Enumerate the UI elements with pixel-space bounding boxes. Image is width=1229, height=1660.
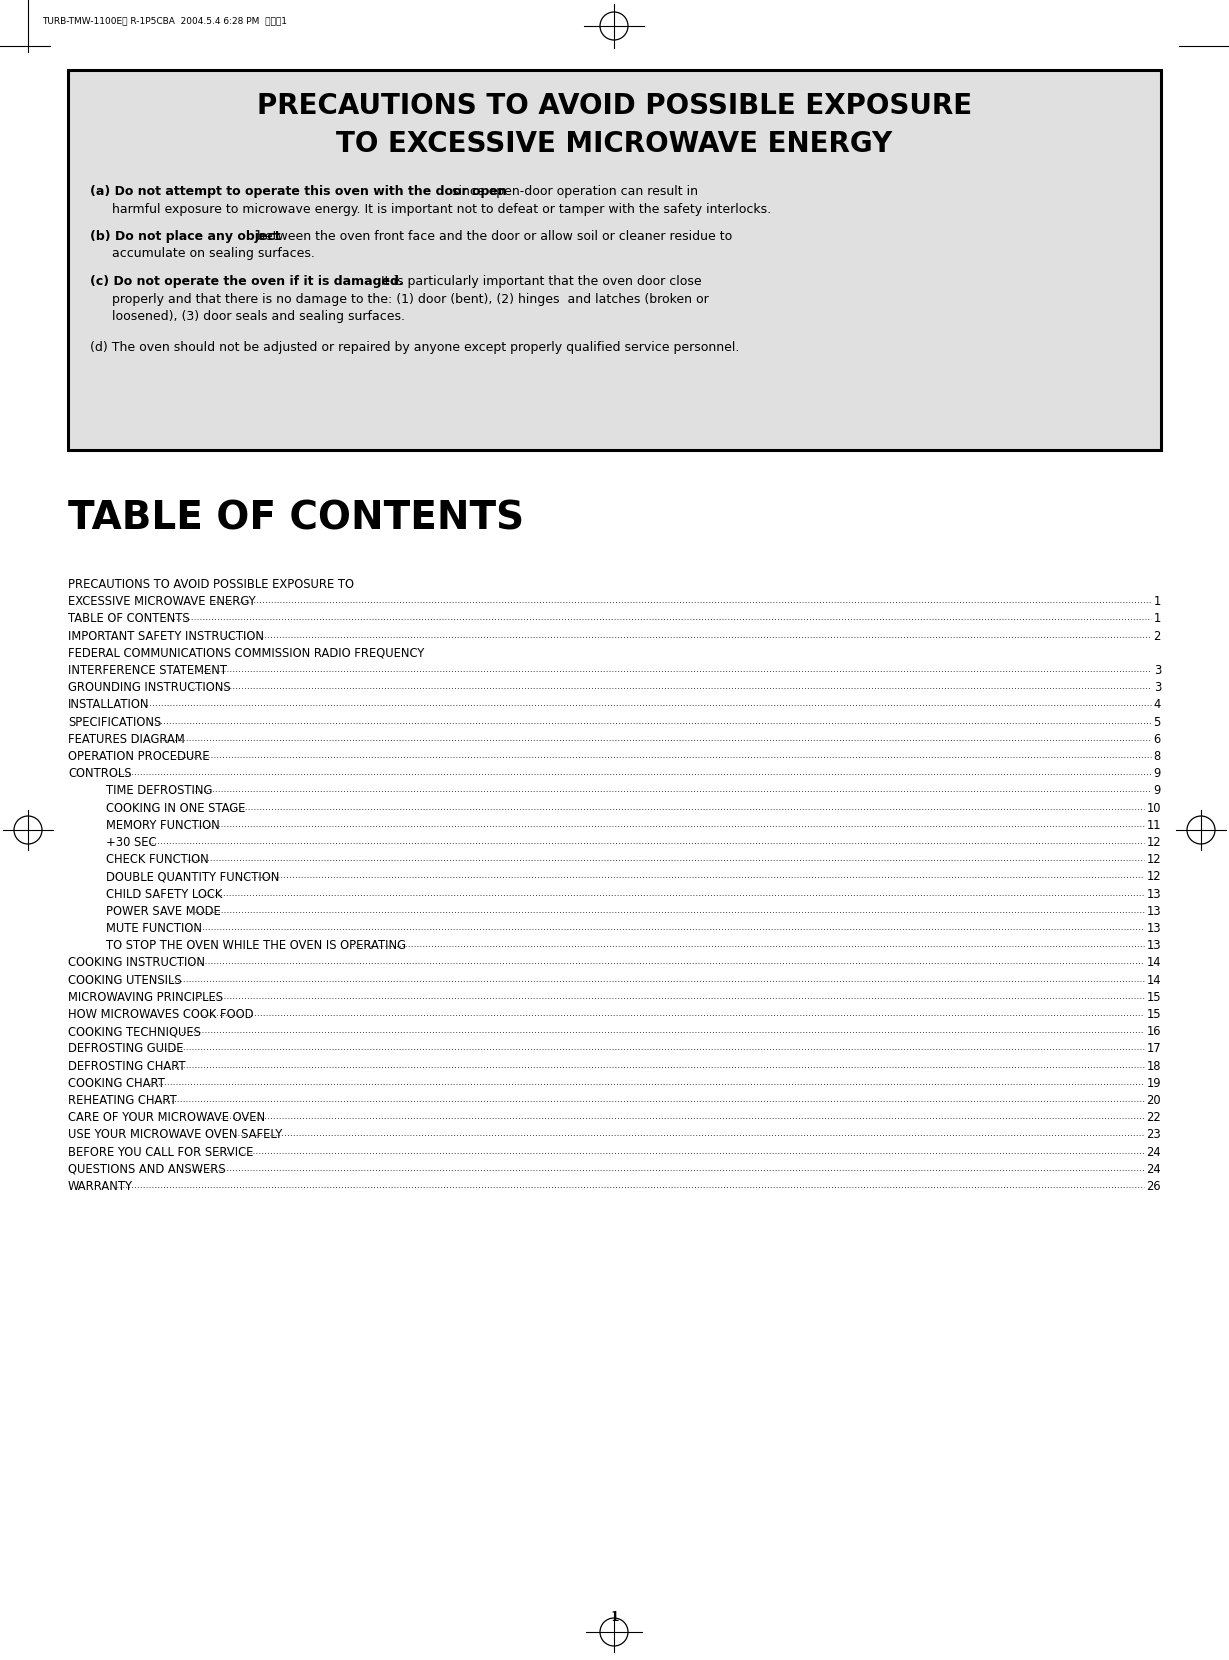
Text: It is particularly important that the oven door close: It is particularly important that the ov…: [372, 276, 702, 287]
Text: PRECAUTIONS TO AVOID POSSIBLE EXPOSURE TO: PRECAUTIONS TO AVOID POSSIBLE EXPOSURE T…: [68, 578, 354, 591]
Text: 22: 22: [1147, 1111, 1161, 1124]
Text: accumulate on sealing surfaces.: accumulate on sealing surfaces.: [112, 247, 315, 261]
Text: 12: 12: [1147, 853, 1161, 867]
Text: properly and that there is no damage to the: (1) door (bent), (2) hinges  and la: properly and that there is no damage to …: [112, 292, 709, 305]
Text: COOKING IN ONE STAGE: COOKING IN ONE STAGE: [106, 802, 246, 815]
Text: 13: 13: [1147, 888, 1161, 901]
Text: GROUNDING INSTRUCTIONS: GROUNDING INSTRUCTIONS: [68, 681, 231, 694]
Text: 23: 23: [1147, 1129, 1161, 1142]
Text: TIME DEFROSTING: TIME DEFROSTING: [106, 785, 213, 797]
Text: POWER SAVE MODE: POWER SAVE MODE: [106, 905, 221, 918]
Text: 24: 24: [1147, 1145, 1161, 1159]
Text: 20: 20: [1147, 1094, 1161, 1107]
Text: CONTROLS: CONTROLS: [68, 767, 132, 780]
Text: TABLE OF CONTENTS: TABLE OF CONTENTS: [68, 500, 524, 538]
Text: USE YOUR MICROWAVE OVEN SAFELY: USE YOUR MICROWAVE OVEN SAFELY: [68, 1129, 283, 1142]
Text: 3: 3: [1154, 664, 1161, 677]
Text: 13: 13: [1147, 921, 1161, 935]
Text: 8: 8: [1154, 750, 1161, 764]
Text: IMPORTANT SAFETY INSTRUCTION: IMPORTANT SAFETY INSTRUCTION: [68, 629, 264, 642]
Text: CHILD SAFETY LOCK: CHILD SAFETY LOCK: [106, 888, 222, 901]
Text: INSTALLATION: INSTALLATION: [68, 699, 150, 712]
Text: BEFORE YOU CALL FOR SERVICE: BEFORE YOU CALL FOR SERVICE: [68, 1145, 253, 1159]
Text: 12: 12: [1147, 870, 1161, 883]
Text: 6: 6: [1154, 732, 1161, 745]
Text: between the oven front face and the door or allow soil or cleaner residue to: between the oven front face and the door…: [253, 231, 732, 242]
Text: COOKING CHART: COOKING CHART: [68, 1077, 165, 1091]
Text: 10: 10: [1147, 802, 1161, 815]
Text: (b) Do not place any object: (b) Do not place any object: [90, 231, 280, 242]
Text: since open-door operation can result in: since open-door operation can result in: [449, 184, 698, 198]
Text: EXCESSIVE MICROWAVE ENERGY: EXCESSIVE MICROWAVE ENERGY: [68, 596, 256, 608]
Text: 1: 1: [610, 1610, 619, 1623]
Text: 15: 15: [1147, 991, 1161, 1004]
Text: TO STOP THE OVEN WHILE THE OVEN IS OPERATING: TO STOP THE OVEN WHILE THE OVEN IS OPERA…: [106, 940, 406, 953]
Text: 18: 18: [1147, 1059, 1161, 1072]
Text: TABLE OF CONTENTS: TABLE OF CONTENTS: [68, 613, 189, 626]
Text: 13: 13: [1147, 940, 1161, 953]
FancyBboxPatch shape: [68, 70, 1161, 450]
Text: TURB-TMW-1100E응 R-1P5CBA  2004.5.4 6:28 PM  페이지1: TURB-TMW-1100E응 R-1P5CBA 2004.5.4 6:28 P…: [42, 17, 288, 25]
Text: 4: 4: [1154, 699, 1161, 712]
Text: 15: 15: [1147, 1008, 1161, 1021]
Text: 1: 1: [1154, 596, 1161, 608]
Text: loosened), (3) door seals and sealing surfaces.: loosened), (3) door seals and sealing su…: [112, 310, 406, 324]
Text: (d) The oven should not be adjusted or repaired by anyone except properly qualif: (d) The oven should not be adjusted or r…: [90, 342, 740, 355]
Text: PRECAUTIONS TO AVOID POSSIBLE EXPOSURE: PRECAUTIONS TO AVOID POSSIBLE EXPOSURE: [257, 91, 972, 120]
Text: DEFROSTING CHART: DEFROSTING CHART: [68, 1059, 186, 1072]
Text: 16: 16: [1147, 1026, 1161, 1038]
Text: TO EXCESSIVE MICROWAVE ENERGY: TO EXCESSIVE MICROWAVE ENERGY: [337, 129, 892, 158]
Text: QUESTIONS AND ANSWERS: QUESTIONS AND ANSWERS: [68, 1162, 226, 1175]
Text: 12: 12: [1147, 837, 1161, 848]
Text: HOW MICROWAVES COOK FOOD: HOW MICROWAVES COOK FOOD: [68, 1008, 253, 1021]
Text: COOKING INSTRUCTION: COOKING INSTRUCTION: [68, 956, 205, 969]
Text: 13: 13: [1147, 905, 1161, 918]
Text: 5: 5: [1154, 715, 1161, 729]
Text: 14: 14: [1147, 956, 1161, 969]
Text: 9: 9: [1154, 767, 1161, 780]
Text: 9: 9: [1154, 785, 1161, 797]
Text: 2: 2: [1154, 629, 1161, 642]
Text: harmful exposure to microwave energy. It is important not to defeat or tamper wi: harmful exposure to microwave energy. It…: [112, 203, 771, 216]
Text: (a) Do not attempt to operate this oven with the door open: (a) Do not attempt to operate this oven …: [90, 184, 506, 198]
Text: CARE OF YOUR MICROWAVE OVEN: CARE OF YOUR MICROWAVE OVEN: [68, 1111, 265, 1124]
Text: WARRANTY: WARRANTY: [68, 1180, 133, 1194]
Text: 14: 14: [1147, 974, 1161, 986]
Text: +30 SEC: +30 SEC: [106, 837, 156, 848]
Text: CHECK FUNCTION: CHECK FUNCTION: [106, 853, 209, 867]
Text: MUTE FUNCTION: MUTE FUNCTION: [106, 921, 202, 935]
Text: 24: 24: [1147, 1162, 1161, 1175]
Text: COOKING UTENSILS: COOKING UTENSILS: [68, 974, 182, 986]
Text: FEDERAL COMMUNICATIONS COMMISSION RADIO FREQUENCY: FEDERAL COMMUNICATIONS COMMISSION RADIO …: [68, 647, 424, 659]
Text: SPECIFICATIONS: SPECIFICATIONS: [68, 715, 161, 729]
Text: DEFROSTING GUIDE: DEFROSTING GUIDE: [68, 1042, 183, 1056]
Text: MEMORY FUNCTION: MEMORY FUNCTION: [106, 818, 220, 832]
Text: 19: 19: [1147, 1077, 1161, 1091]
Text: 17: 17: [1147, 1042, 1161, 1056]
Text: OPERATION PROCEDURE: OPERATION PROCEDURE: [68, 750, 210, 764]
Text: 11: 11: [1147, 818, 1161, 832]
Text: (c) Do not operate the oven if it is damaged.: (c) Do not operate the oven if it is dam…: [90, 276, 403, 287]
Text: REHEATING CHART: REHEATING CHART: [68, 1094, 177, 1107]
Text: COOKING TECHNIQUES: COOKING TECHNIQUES: [68, 1026, 200, 1038]
Text: 1: 1: [1154, 613, 1161, 626]
Text: 3: 3: [1154, 681, 1161, 694]
Text: DOUBLE QUANTITY FUNCTION: DOUBLE QUANTITY FUNCTION: [106, 870, 279, 883]
Text: INTERFERENCE STATEMENT: INTERFERENCE STATEMENT: [68, 664, 227, 677]
Text: MICROWAVING PRINCIPLES: MICROWAVING PRINCIPLES: [68, 991, 222, 1004]
Text: 26: 26: [1147, 1180, 1161, 1194]
Text: FEATURES DIAGRAM: FEATURES DIAGRAM: [68, 732, 184, 745]
